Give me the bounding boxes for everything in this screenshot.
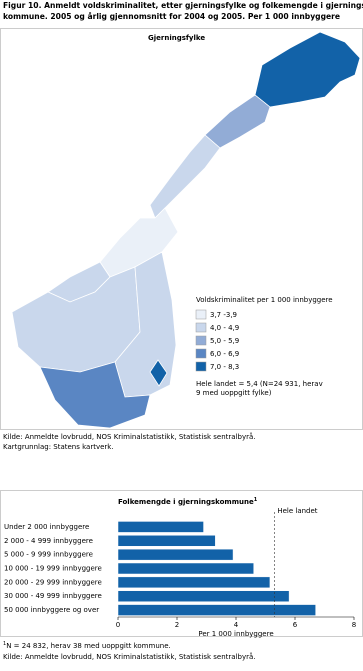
legend-label: 4,0 - 4,9 (210, 324, 239, 332)
legend-label: 6,0 - 6,9 (210, 350, 239, 358)
bar (117, 521, 204, 533)
category-label: 10 000 - 19 999 innbyggere (4, 565, 102, 573)
legend: 3,7 -3,9 4,0 - 4,9 5,0 - 5,9 6,0 - 6,9 7,0 -… (195, 309, 239, 372)
map-note: 9 med uoppgitt fylke) (196, 389, 272, 397)
bar (117, 535, 216, 547)
chart-title: Folkemengde i gjerningskommune1 (118, 497, 258, 507)
x-tick-label: 4 (234, 621, 239, 629)
category-label: 30 000 - 49 999 innbyggere (4, 592, 102, 600)
bar (117, 548, 234, 561)
bar (117, 562, 254, 575)
category-label: 5 000 - 9 999 innbyggere (4, 551, 93, 559)
title-line: kommune. 2005 og årlig gjennomsnitt for … (3, 12, 340, 21)
x-axis-label: Per 1 000 innbyggere (198, 630, 273, 638)
chart-title-text: Folkemengde i gjerningskommune (118, 498, 254, 506)
reference-label: Hele landet (277, 507, 317, 515)
source: Kartgrunnlag: Statens kartverk. (3, 443, 114, 451)
region (149, 359, 168, 387)
bar-chart: 0 2 4 6 8 Per 1 000 innbyggere Under 2 000 inn… (4, 507, 356, 638)
map-title: Gjerningsfylke (148, 34, 205, 42)
legend-swatch (195, 309, 207, 320)
x-tick-label: 0 (116, 621, 120, 629)
legend-label: 3,7 -3,9 (210, 311, 237, 319)
footnote: N = 24 832, herav 38 med uoppgitt kommun… (6, 642, 171, 650)
x-tick-label: 6 (293, 621, 298, 629)
category-label: Under 2 000 innbyggere (4, 523, 89, 531)
x-tick-label: 8 (352, 621, 356, 629)
footnote-mark: 1 (254, 497, 258, 503)
region (149, 134, 221, 219)
category-label: 20 000 - 29 999 innbyggere (4, 578, 102, 586)
legend-swatch (195, 322, 207, 333)
map (11, 31, 361, 429)
bar (117, 590, 290, 602)
bar (117, 576, 271, 589)
legend-swatch (195, 348, 207, 359)
footnote-mark: 1 (3, 641, 6, 647)
svg-text:1N = 24 832, herav 38 med uopp: 1N = 24 832, herav 38 med uoppgitt kommu… (3, 641, 171, 651)
bar (117, 604, 316, 616)
region (39, 361, 151, 429)
map-note: Hele landet = 5,4 (N=24 931, herav (196, 380, 323, 388)
x-tick-label: 2 (175, 621, 179, 629)
title-line: Figur 10. Anmeldt voldskriminalitet, ett… (3, 1, 363, 10)
region (254, 31, 361, 108)
category-label: 2 000 - 4 999 innbyggere (4, 537, 93, 545)
legend-label: 7,0 - 8,3 (210, 363, 239, 371)
category-label: 50 000 innbyggere og over (4, 606, 99, 614)
legend-swatch (195, 335, 207, 346)
region (204, 94, 271, 149)
legend-swatch (195, 361, 207, 372)
legend-title: Voldskriminalitet per 1 000 innbyggere (196, 296, 333, 304)
legend-label: 5,0 - 5,9 (210, 337, 239, 345)
source: Kilde: Anmeldte lovbrudd, NOS Kriminalst… (3, 432, 255, 441)
source: Kilde: Anmeldte lovbrudd, NOS Kriminalst… (3, 652, 255, 661)
